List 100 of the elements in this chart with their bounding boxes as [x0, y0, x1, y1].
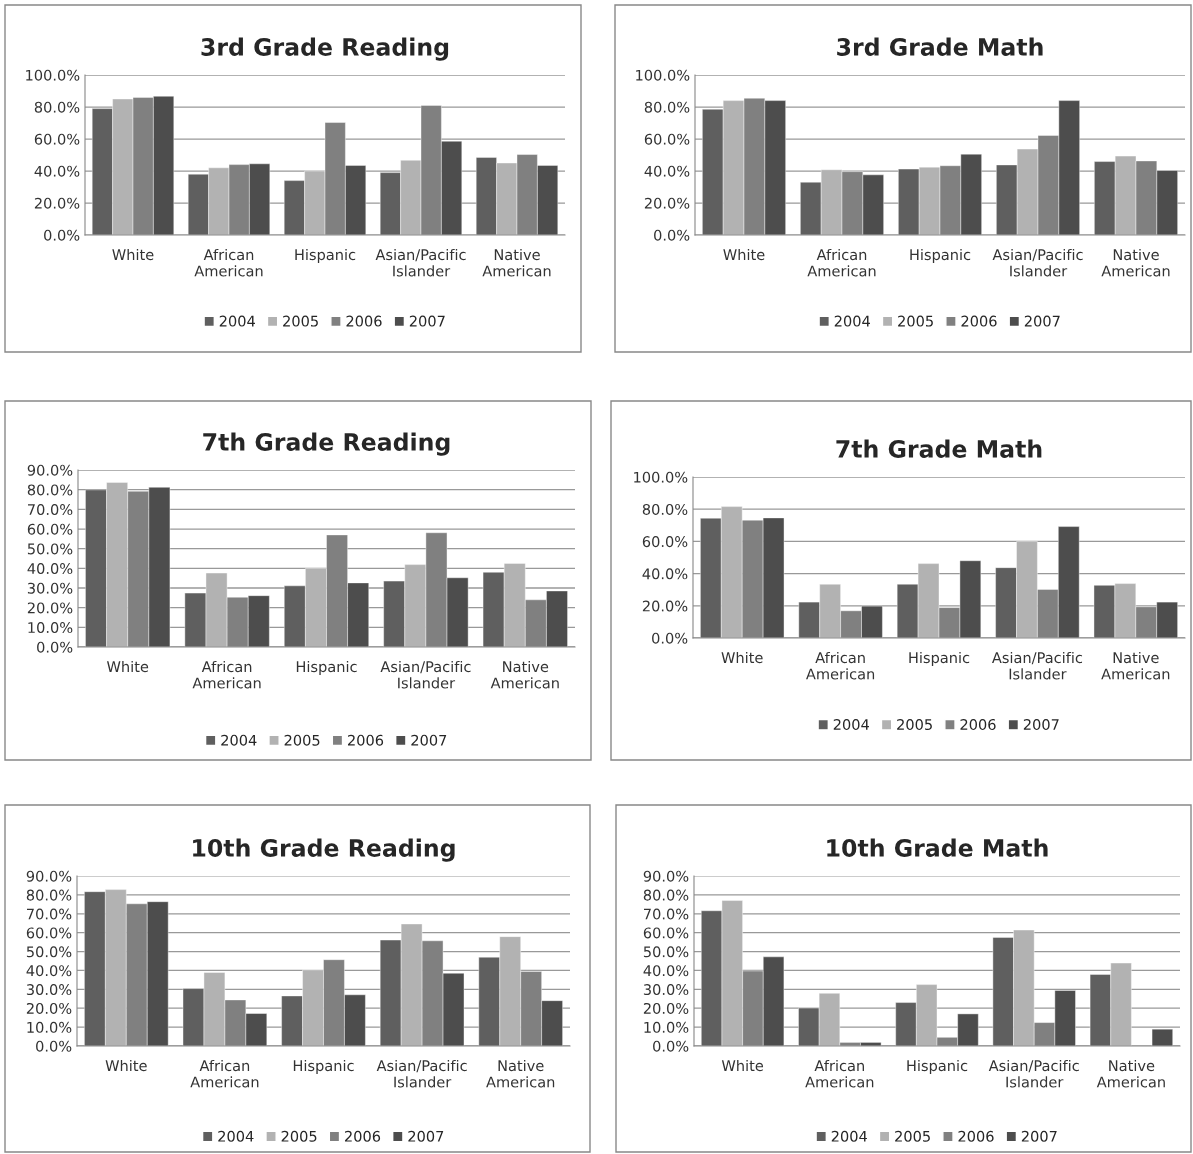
- y-tick-label: 30.0%: [26, 984, 72, 996]
- y-tick-label: 80.0%: [26, 889, 72, 901]
- legend-label: 2005: [283, 315, 318, 327]
- x-tick-label: White: [723, 248, 765, 261]
- y-tick-label: 100.0%: [26, 69, 80, 81]
- y-tick-label: 60.0%: [643, 927, 689, 939]
- legend-label: 2007: [1021, 1130, 1057, 1142]
- x-tick-label: Hispanic: [907, 1059, 968, 1074]
- legend-label: 2007: [411, 734, 447, 746]
- y-tick-label: 0.0%: [653, 1040, 689, 1052]
- y-tick-label: 70.0%: [644, 908, 689, 920]
- x-tick-label: White: [105, 1059, 147, 1072]
- legend-label: 2007: [1024, 315, 1060, 327]
- legend-label: 2006: [346, 315, 382, 327]
- x-tick-label: African American: [806, 651, 875, 680]
- y-tick-label: 20.0%: [26, 1002, 72, 1014]
- y-tick-label: 30.0%: [27, 582, 73, 594]
- y-tick-label: 20.0%: [34, 197, 80, 209]
- x-tick-label: Native American: [490, 660, 559, 689]
- legend-label: 2004: [831, 1130, 867, 1142]
- legend-label: 2005: [895, 1130, 930, 1142]
- x-tick-label: White: [106, 660, 149, 673]
- chart-title: 7th Grade Reading: [203, 432, 450, 456]
- legend-label: 2007: [1023, 719, 1059, 731]
- y-tick-label: 20.0%: [643, 1002, 689, 1014]
- legend-label: 2007: [409, 315, 445, 327]
- chart-title: 3rd Grade Reading: [201, 37, 449, 61]
- y-tick-label: 0.0%: [37, 641, 73, 653]
- chart-title: 3rd Grade Math: [837, 37, 1043, 56]
- y-tick-label: 0.0%: [652, 632, 688, 644]
- y-tick-label: 20.0%: [644, 197, 690, 209]
- legend-label: 2006: [344, 1130, 381, 1142]
- x-tick-label: Native American: [1101, 248, 1170, 277]
- y-tick-label: 60.0%: [34, 133, 80, 145]
- x-tick-label: Native American: [1101, 651, 1170, 680]
- x-tick-label: Asian/Pacific Islander: [376, 1059, 467, 1088]
- x-tick-label: Hispanic: [910, 248, 971, 263]
- legend-label: 2006: [961, 315, 997, 327]
- y-tick-label: 80.0%: [27, 484, 73, 496]
- y-tick-label: 40.0%: [27, 563, 73, 575]
- legend-label: 2005: [284, 734, 320, 746]
- y-tick-label: 40.0%: [26, 965, 72, 977]
- x-tick-label: Hispanic: [909, 651, 970, 666]
- x-tick-label: African American: [194, 248, 263, 277]
- y-tick-label: 90.0%: [643, 870, 689, 882]
- x-tick-label: White: [721, 1059, 764, 1072]
- chart-title: 7th Grade Math: [836, 439, 1042, 458]
- x-tick-label: White: [721, 651, 763, 664]
- y-tick-label: 60.0%: [644, 133, 690, 145]
- legend-label: 2005: [898, 315, 933, 327]
- legend-label: 2004: [834, 315, 870, 327]
- y-tick-label: 60.0%: [26, 927, 72, 939]
- y-tick-label: 40.0%: [644, 165, 690, 177]
- x-tick-label: White: [112, 248, 154, 261]
- bar: [1151, 1028, 1173, 1046]
- x-tick-label: Asian/Pacific Islander: [380, 660, 471, 689]
- y-tick-label: 80.0%: [642, 503, 688, 515]
- x-tick-label: African American: [192, 660, 261, 689]
- y-tick-label: 60.0%: [27, 523, 73, 535]
- y-tick-label: 90.0%: [26, 870, 72, 882]
- x-tick-label: Asian/Pacific Islander: [992, 248, 1083, 277]
- y-tick-label: 0.0%: [36, 1040, 72, 1052]
- legend-label: 2005: [281, 1130, 317, 1142]
- legend-label: 2004: [221, 734, 257, 746]
- legend-label: 2004: [219, 315, 255, 327]
- y-tick-label: 50.0%: [26, 946, 72, 958]
- y-tick-label: 20.0%: [27, 602, 73, 614]
- y-tick-label: 20.0%: [642, 600, 688, 612]
- legend-label: 2004: [833, 719, 869, 731]
- y-tick-label: 100.0%: [634, 471, 688, 483]
- y-tick-label: 0.0%: [44, 229, 80, 241]
- x-tick-label: Native American: [486, 1059, 555, 1088]
- y-tick-label: 60.0%: [642, 536, 688, 548]
- y-tick-label: 30.0%: [643, 984, 689, 996]
- legend-label: 2006: [958, 1130, 994, 1142]
- legend-label: 2007: [408, 1130, 444, 1142]
- y-tick-label: 80.0%: [644, 101, 690, 113]
- y-tick-label: 10.0%: [28, 622, 73, 634]
- x-tick-label: Native American: [1096, 1059, 1165, 1088]
- x-tick-label: African American: [807, 248, 876, 277]
- x-tick-label: Asian/Pacific Islander: [988, 1059, 1079, 1088]
- legend-label: 2006: [960, 719, 996, 731]
- x-tick-label: Hispanic: [295, 248, 356, 263]
- legend-label: 2006: [347, 734, 384, 746]
- x-tick-label: Hispanic: [293, 1059, 354, 1074]
- y-tick-label: 40.0%: [642, 568, 688, 580]
- legend-label: 2005: [897, 719, 932, 731]
- x-tick-label: Native American: [482, 248, 551, 277]
- y-tick-label: 40.0%: [34, 165, 80, 177]
- y-tick-label: 0.0%: [654, 229, 690, 241]
- x-tick-label: Hispanic: [296, 660, 357, 675]
- y-tick-label: 80.0%: [34, 101, 80, 113]
- y-tick-label: 80.0%: [643, 889, 689, 901]
- y-tick-label: 10.0%: [644, 1021, 689, 1033]
- chart-title: 10th Grade Math: [827, 838, 1048, 857]
- y-tick-label: 70.0%: [27, 908, 72, 920]
- y-tick-label: 50.0%: [643, 946, 689, 958]
- x-tick-label: African American: [190, 1059, 259, 1088]
- x-tick-label: African American: [805, 1059, 874, 1088]
- legend-label: 2004: [218, 1130, 254, 1142]
